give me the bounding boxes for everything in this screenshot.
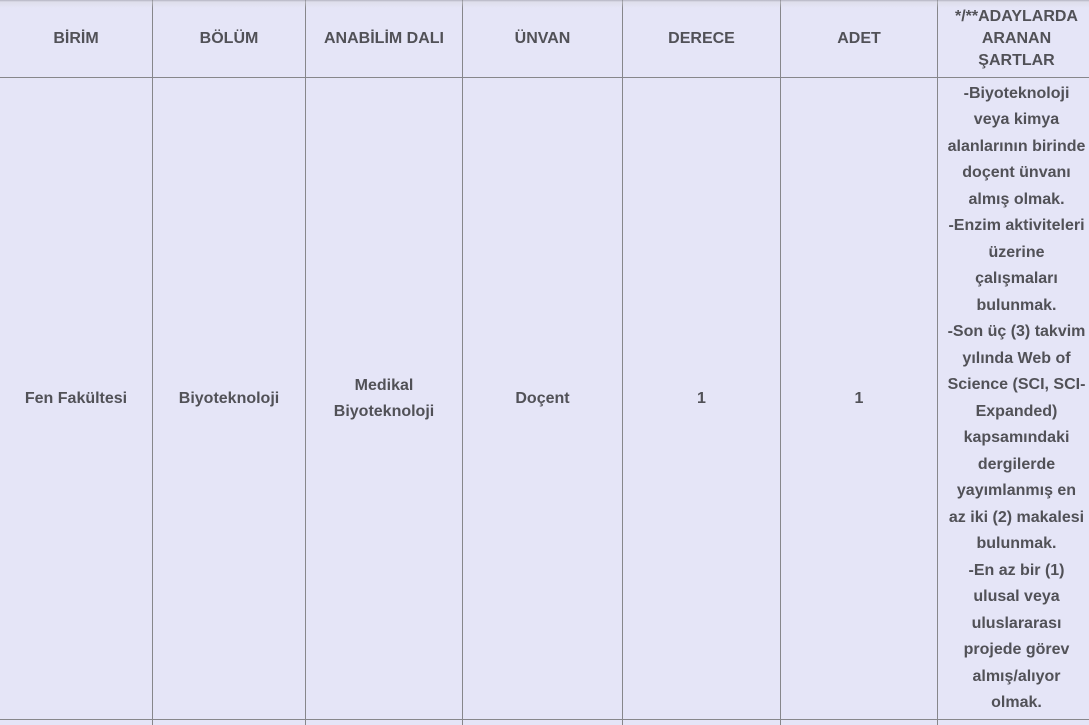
cell-derece: 1 [622,77,781,720]
cell-empty [937,719,1089,725]
cell-anabilim-dali: Medikal Biyoteknoloji [305,77,463,720]
cell-empty [305,719,463,725]
column-header-derece: DERECE [622,0,781,78]
cell-unvan: Doçent [462,77,623,720]
cell-adet: 1 [780,77,938,720]
table-row: Fen Fakültesi Biyoteknoloji Medikal Biyo… [0,77,1089,720]
cell-birim: Fen Fakültesi [0,77,153,720]
column-header-aranan-sartlar: */**ADAYLARDA ARANAN ŞARTLAR [937,0,1089,78]
cell-empty [0,719,153,725]
column-header-bolum: BÖLÜM [152,0,306,78]
cell-empty [152,719,306,725]
cell-empty [780,719,938,725]
cell-aranan-sartlar: -Biyoteknoloji veya kimya alanlarının bi… [937,77,1089,720]
column-header-unvan: ÜNVAN [462,0,623,78]
cell-empty [622,719,781,725]
table-header-row: BİRİM BÖLÜM ANABİLİM DALI ÜNVAN DERECE A… [0,0,1089,78]
column-header-adet: ADET [780,0,938,78]
cell-empty [462,719,623,725]
column-header-birim: BİRİM [0,0,153,78]
column-header-anabilim-dali: ANABİLİM DALI [305,0,463,78]
cell-bolum: Biyoteknoloji [152,77,306,720]
table-row-partial [0,719,1089,725]
